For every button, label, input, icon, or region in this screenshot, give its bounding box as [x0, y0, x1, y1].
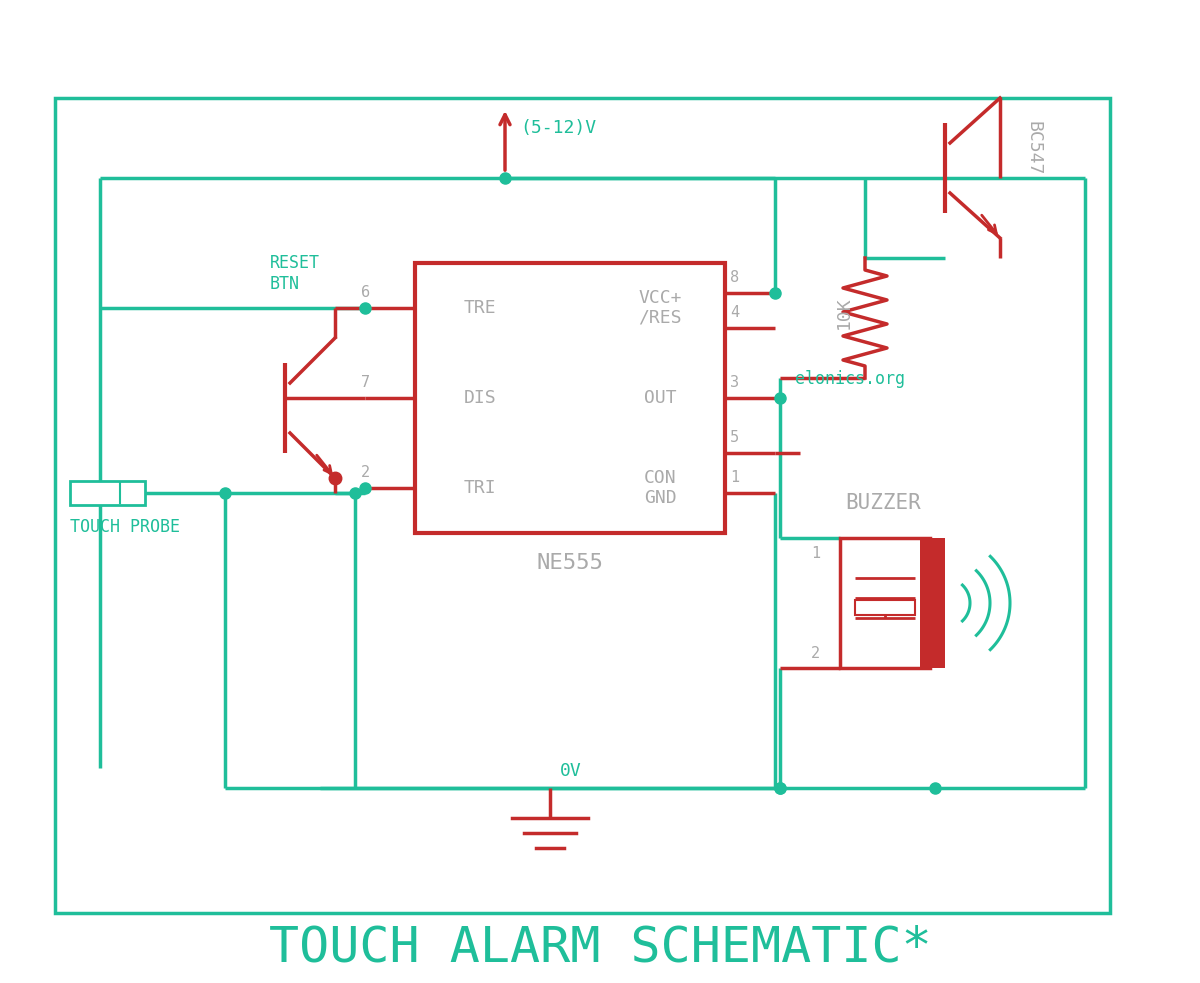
- Text: 8: 8: [730, 270, 739, 285]
- Bar: [70, 481, 145, 505]
- Text: OUT: OUT: [643, 389, 677, 407]
- Text: 6: 6: [361, 285, 370, 300]
- Text: VCC+
/RES: VCC+ /RES: [638, 289, 682, 326]
- Text: NE555: NE555: [536, 553, 604, 573]
- Text: 10K: 10K: [835, 297, 853, 329]
- Text: 7: 7: [361, 375, 370, 390]
- Text: RESET
BTN: RESET BTN: [270, 255, 320, 293]
- Text: 1: 1: [730, 470, 739, 485]
- Text: (5-12)V: (5-12)V: [520, 119, 596, 137]
- Bar: [840, 538, 930, 668]
- Bar: [854, 600, 916, 615]
- Text: 3: 3: [730, 375, 739, 390]
- Bar: [120, 483, 140, 503]
- Text: 4: 4: [730, 305, 739, 320]
- Text: TRE: TRE: [463, 299, 497, 317]
- Text: CON
GND: CON GND: [643, 469, 677, 506]
- Text: elonics.org: elonics.org: [796, 370, 905, 388]
- Text: 0V: 0V: [560, 762, 582, 780]
- Bar: [55, 98, 1110, 913]
- Text: DIS: DIS: [463, 389, 497, 407]
- Text: 2: 2: [361, 465, 370, 480]
- Text: 5: 5: [730, 430, 739, 445]
- Text: 2: 2: [811, 646, 820, 661]
- Text: TRI: TRI: [463, 479, 497, 497]
- Bar: [920, 538, 946, 668]
- Text: 1: 1: [811, 546, 820, 560]
- Text: BC547: BC547: [1025, 121, 1043, 175]
- Text: TOUCH PROBE: TOUCH PROBE: [70, 518, 180, 536]
- Text: BUZZER: BUZZER: [845, 493, 920, 513]
- Bar: [415, 263, 725, 533]
- Text: TOUCH ALARM SCHEMATIC*: TOUCH ALARM SCHEMATIC*: [269, 924, 931, 972]
